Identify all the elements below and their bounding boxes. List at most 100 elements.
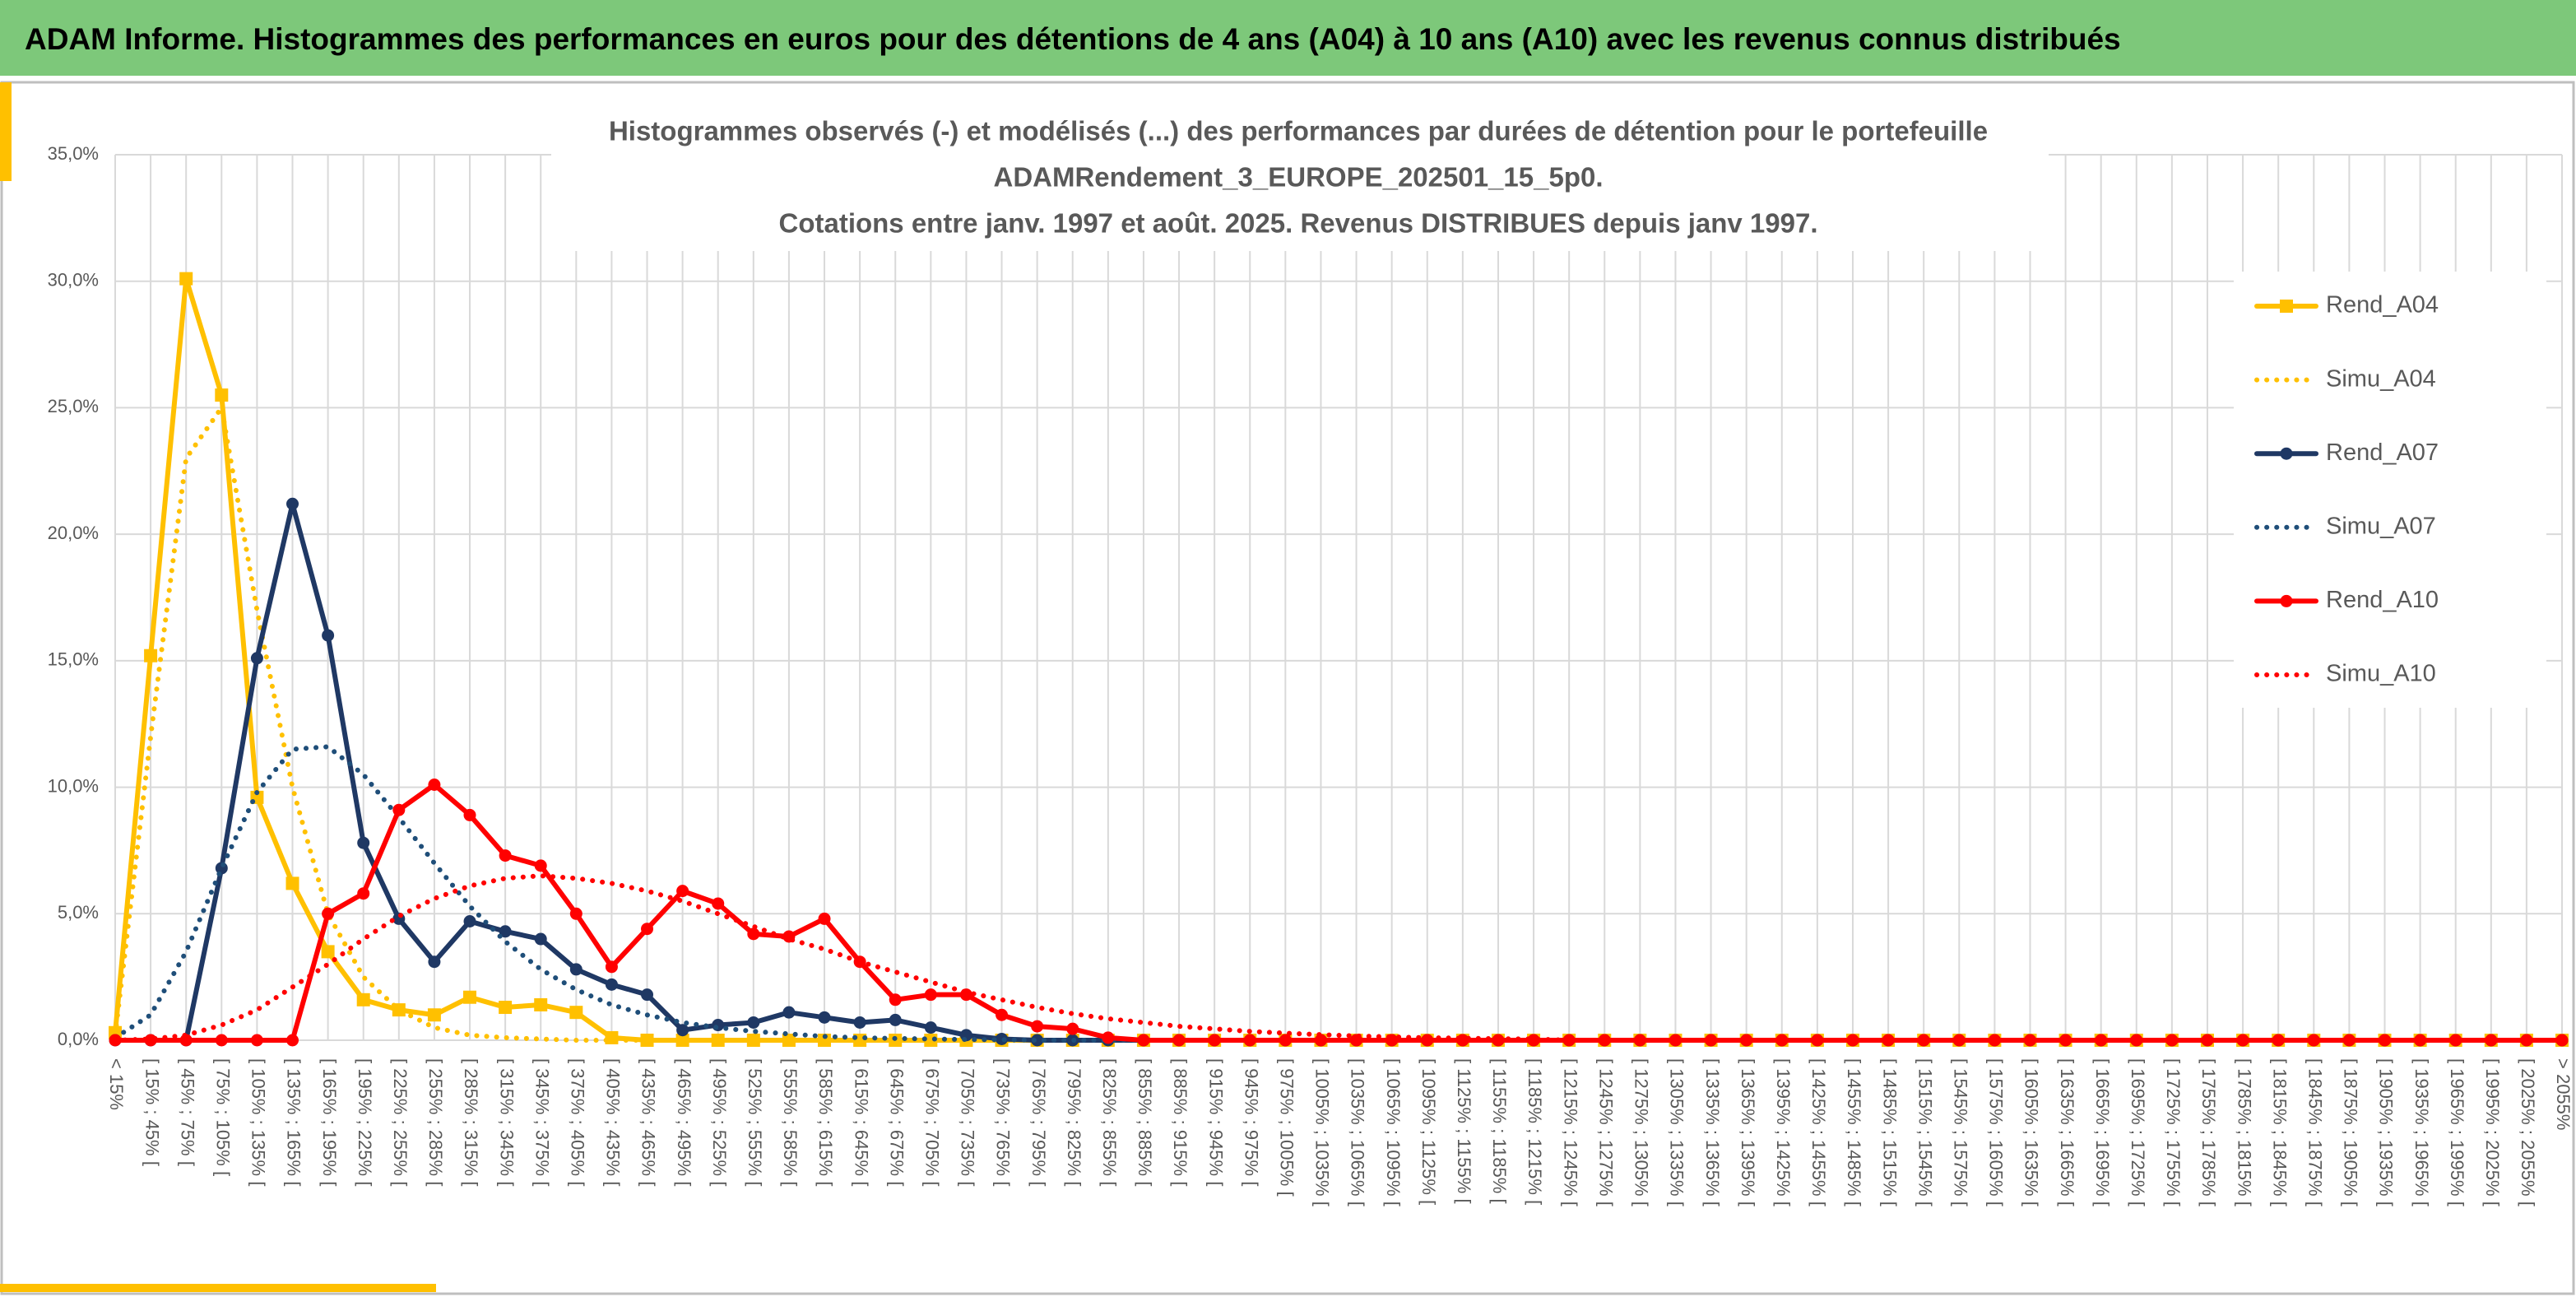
marker	[2555, 1034, 2569, 1047]
x-tick-label: [ 165% ; 195% [	[319, 1058, 340, 1186]
x-tick-label: [ 735% ; 765% [	[993, 1058, 1014, 1186]
marker	[712, 1019, 725, 1032]
marker	[1031, 1034, 1044, 1047]
x-tick-label: [ 1095% ; 1125% [	[1418, 1058, 1439, 1205]
x-tick-label: [ 195% ; 225% [	[355, 1058, 375, 1186]
marker	[428, 955, 441, 969]
marker	[1208, 1034, 1221, 1047]
marker	[924, 1021, 937, 1034]
marker	[1243, 1034, 1256, 1047]
x-tick-label: [ 435% ; 465% [	[638, 1058, 659, 1186]
title-backing	[551, 107, 2049, 251]
marker	[889, 993, 902, 1006]
marker	[250, 1034, 263, 1047]
x-tick-label: [ 1335% ; 1365% [	[1702, 1058, 1723, 1206]
x-tick-label: [ 75% ; 105% [	[212, 1058, 233, 1176]
x-tick-label: [ 1005% ; 1035% [	[1312, 1058, 1333, 1206]
y-tick-label: 30,0%	[48, 270, 99, 291]
marker	[675, 1034, 689, 1047]
marker	[889, 1013, 902, 1026]
marker	[1952, 1034, 1966, 1047]
x-tick-label: [ 1785% ; 1815% [	[2234, 1058, 2254, 1206]
legend-label: Rend_A07	[2326, 439, 2439, 466]
x-tick-label: [ 1365% ; 1395% [	[1738, 1058, 1758, 1206]
x-tick-label: [ 1965% ; 1995% [	[2447, 1058, 2467, 1206]
x-tick-label: [ 405% ; 435% [	[603, 1058, 624, 1186]
legend-marker	[2280, 447, 2293, 460]
x-tick-label: [ 465% ; 495% [	[674, 1058, 694, 1186]
x-tick-label: [ 615% ; 645% [	[851, 1058, 871, 1186]
x-tick-label: [ 1035% ; 1065% [	[1348, 1058, 1368, 1206]
legend-label: Simu_A07	[2326, 513, 2436, 539]
legend-label: Simu_A04	[2326, 365, 2436, 392]
marker	[1172, 1034, 1186, 1047]
x-tick-label: [ 1065% ; 1095% [	[1383, 1058, 1404, 1206]
marker	[1598, 1034, 1611, 1047]
x-tick-label: [ 705% ; 735% [	[958, 1058, 978, 1186]
marker	[747, 927, 760, 941]
y-tick-label: 0,0%	[58, 1029, 99, 1049]
y-tick-label: 15,0%	[48, 649, 99, 670]
x-tick-label: > 2055%	[2553, 1058, 2574, 1130]
marker	[215, 1034, 228, 1047]
marker	[1279, 1034, 1292, 1047]
marker	[924, 988, 937, 1002]
marker	[534, 859, 547, 872]
marker	[1917, 1034, 1930, 1047]
x-tick-label: < 15%	[106, 1058, 127, 1110]
marker	[641, 988, 654, 1002]
x-tick-label: [ 255% ; 285% [	[425, 1058, 446, 1186]
y-tick-label: 10,0%	[48, 775, 99, 796]
x-tick-label: [ 1635% ; 1665% [	[2057, 1058, 2077, 1206]
x-tick-label: [ 345% ; 375% [	[531, 1058, 552, 1186]
x-tick-label: [ 525% ; 555% [	[745, 1058, 765, 1186]
marker	[1314, 1034, 1327, 1047]
header-title: ADAM Informe. Histogrammes des performan…	[25, 22, 2121, 56]
x-tick-label: [ 1125% ; 1155% [	[1454, 1058, 1474, 1204]
legend-box	[2234, 272, 2546, 708]
marker	[463, 808, 476, 821]
x-tick-label: [ 1155% ; 1185% [	[1489, 1058, 1510, 1204]
x-tick-label: [ 1185% ; 1215% [	[1525, 1058, 1545, 1205]
x-tick-label: [ 795% ; 825% [	[1064, 1058, 1084, 1186]
marker	[641, 923, 654, 936]
accent	[0, 1284, 436, 1292]
x-tick-label: [ 1905% ; 1935% [	[2376, 1058, 2397, 1206]
x-tick-label: [ 1695% ; 1725% [	[2128, 1058, 2148, 1206]
y-tick-label: 20,0%	[48, 523, 99, 543]
y-tick-label: 25,0%	[48, 396, 99, 416]
marker	[712, 897, 725, 910]
marker	[996, 1008, 1009, 1021]
x-tick-label: [ 1425% ; 1455% [	[1808, 1058, 1829, 1206]
marker	[499, 925, 512, 938]
marker	[569, 1006, 583, 1020]
marker	[356, 993, 370, 1006]
marker	[427, 1008, 441, 1022]
x-tick-label: [ 675% ; 705% [	[922, 1058, 943, 1186]
marker	[1102, 1031, 1115, 1044]
x-tick-label: [ 1605% ; 1635% [	[2021, 1058, 2042, 1206]
x-tick-label: [ 45% ; 75% [	[177, 1058, 197, 1166]
x-tick-label: [ 105% ; 135% [	[248, 1058, 269, 1186]
x-tick-label: [ 825% ; 855% [	[1099, 1058, 1120, 1186]
marker	[463, 990, 477, 1004]
x-tick-label: [ 1545% ; 1575% [	[1950, 1058, 1970, 1206]
chart-title: Cotations entre janv. 1997 et août. 2025…	[779, 208, 1818, 239]
x-tick-label: [ 555% ; 585% [	[780, 1058, 801, 1186]
legend-marker	[2280, 300, 2293, 313]
marker	[1705, 1034, 1718, 1047]
marker	[286, 497, 299, 510]
x-tick-label: [ 1455% ; 1485% [	[1844, 1058, 1864, 1206]
x-tick-label: [ 1725% ; 1755% [	[2163, 1058, 2184, 1206]
marker	[322, 907, 335, 920]
marker	[2095, 1034, 2108, 1047]
marker	[250, 652, 263, 665]
x-tick-label: [ 135% ; 165% [	[284, 1058, 304, 1186]
marker	[1775, 1034, 1789, 1047]
x-tick-label: [ 375% ; 405% [	[568, 1058, 588, 1186]
y-tick-label: 5,0%	[58, 902, 99, 923]
x-tick-label: [ 1215% ; 1245% [	[1560, 1058, 1580, 1206]
marker	[2342, 1034, 2356, 1047]
marker	[1137, 1034, 1150, 1047]
